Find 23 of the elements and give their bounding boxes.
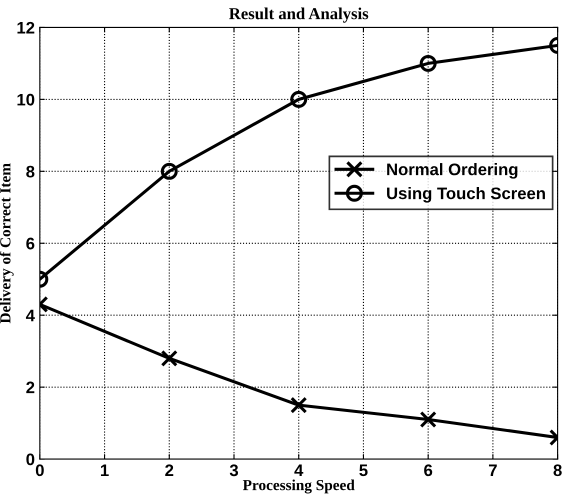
y-tick-label: 0 <box>26 453 34 466</box>
x-tick-label: 0 <box>36 464 44 476</box>
x-tick-label: 2 <box>165 464 174 476</box>
legend-label: Normal Ordering <box>387 163 518 179</box>
point <box>290 396 308 414</box>
legend-label: Using Touch Screen <box>387 187 545 203</box>
x-tick-label: 6 <box>424 464 432 476</box>
y-tick-label: 2 <box>26 382 34 394</box>
y-tick-label: 4 <box>26 310 35 322</box>
y-tick-label: 12 <box>17 22 34 34</box>
x-tick-label: 7 <box>488 464 497 476</box>
y-tick-label: 8 <box>26 166 34 178</box>
x-tick-label: 3 <box>230 464 238 476</box>
x-tick-label: 5 <box>359 464 368 476</box>
y-tick-label: 10 <box>17 94 34 106</box>
point <box>290 90 308 108</box>
x-tick-label: 8 <box>554 464 562 476</box>
y-axis-title: Delivery of Correct Item <box>0 163 14 324</box>
y-tick-label: 6 <box>26 238 34 250</box>
x-axis-title: Processing Speed <box>242 479 355 494</box>
chart-title: Result and Analysis <box>229 8 368 23</box>
x-tick-label: 1 <box>100 464 109 476</box>
x-tick-label: 4 <box>294 464 304 476</box>
